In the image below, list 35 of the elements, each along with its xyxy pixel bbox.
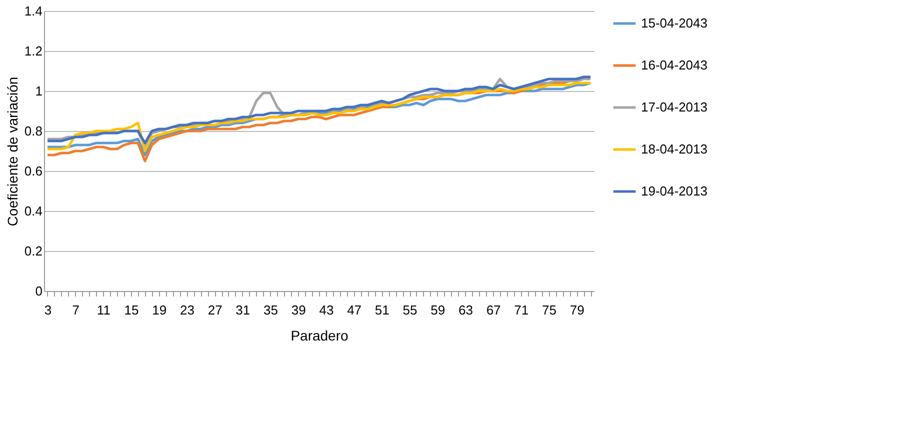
x-tick-label: 43 <box>319 302 334 318</box>
x-tick-label: 27 <box>208 302 222 318</box>
y-tick-label: 1.2 <box>24 44 42 58</box>
x-tick-label: 15 <box>124 302 139 318</box>
x-tick-label: 51 <box>374 302 390 318</box>
x-tick-label: 55 <box>402 302 418 318</box>
x-tick-label: 71 <box>514 302 529 318</box>
y-tick-label: 0.8 <box>24 124 42 138</box>
x-tick-label: 75 <box>542 302 556 318</box>
y-tick-label: 0 <box>35 284 42 298</box>
x-tick-label: 47 <box>347 302 362 318</box>
y-axis-title: Coeficiente de variación <box>4 76 20 226</box>
x-axis-title: Paradero <box>290 328 349 344</box>
x-tick-label: 7 <box>72 302 80 318</box>
x-tick-label: 67 <box>486 302 501 318</box>
x-tick-label: 35 <box>264 302 278 318</box>
legend-label: 19-04-2013 <box>641 184 708 198</box>
x-tick-label: 59 <box>430 302 446 318</box>
legend-label: 18-04-2013 <box>641 142 708 156</box>
y-tick-label: 0.6 <box>24 164 42 178</box>
y-tick-label: 0.2 <box>24 244 42 258</box>
x-tick-label: 79 <box>570 302 584 318</box>
legend-label: 16-04-2043 <box>641 58 708 72</box>
y-tick-label: 1 <box>35 84 42 98</box>
x-tick-label: 19 <box>152 302 167 318</box>
y-tick-label: 0.4 <box>24 204 42 218</box>
legend-label: 15-04-2043 <box>641 16 708 30</box>
x-tick-label: 31 <box>236 302 250 318</box>
x-tick-label: 11 <box>96 302 110 318</box>
x-tick-label: 39 <box>291 302 306 318</box>
legend-label: 17-04-2013 <box>641 100 708 114</box>
x-tick-label: 3 <box>44 302 52 318</box>
x-tick-label: 23 <box>180 302 194 318</box>
y-tick-label: 1.4 <box>24 4 42 18</box>
x-tick-label: 63 <box>458 302 473 318</box>
